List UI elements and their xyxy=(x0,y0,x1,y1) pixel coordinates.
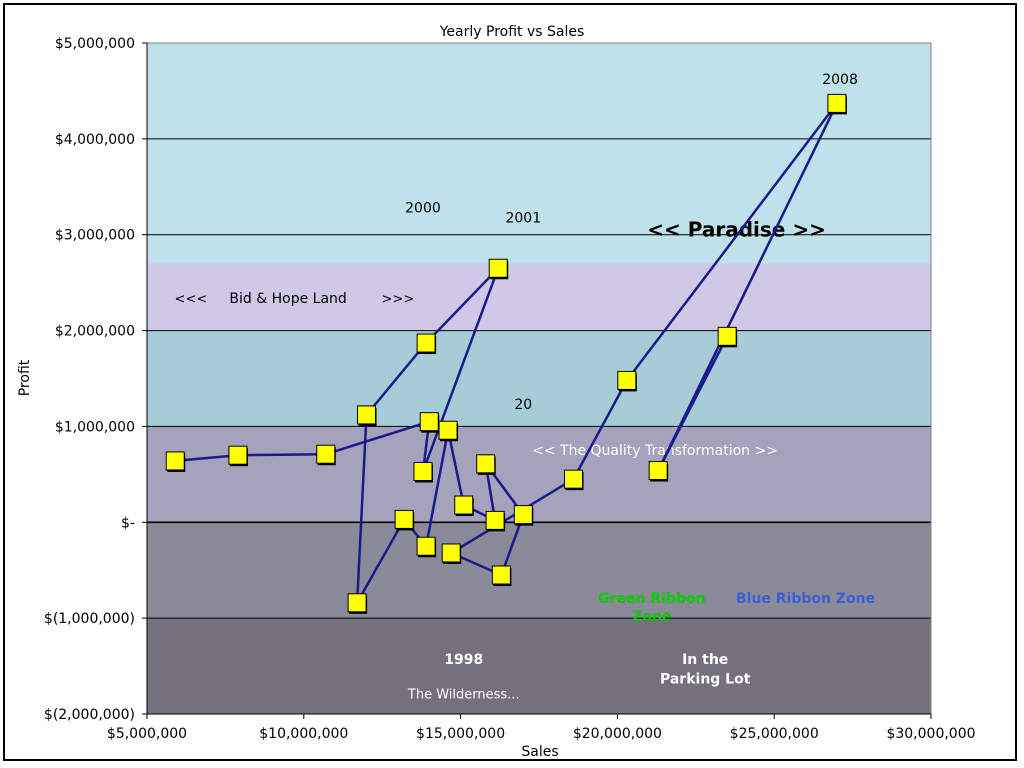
annotation-label: Zone xyxy=(632,609,671,625)
data-point xyxy=(416,333,436,353)
x-axis-label: Sales xyxy=(521,744,558,760)
annotation-label: << Paradise >> xyxy=(647,218,826,242)
annotation-label: In the xyxy=(682,652,728,668)
data-point xyxy=(228,445,248,465)
annotations: 2008 2000 2001 << Paradise >> <<< Bid & Hope … xyxy=(175,72,876,702)
data-point xyxy=(488,258,508,278)
y-tick-label: $5,000,000 xyxy=(55,36,135,52)
data-point xyxy=(617,370,637,390)
y-tick-label: $1,000,000 xyxy=(55,419,135,435)
data-point xyxy=(827,93,847,113)
x-tick-label: $5,000,000 xyxy=(107,726,187,742)
data-point xyxy=(441,543,461,563)
band-1 xyxy=(147,263,931,331)
data-point xyxy=(513,505,533,525)
data-point xyxy=(419,412,439,432)
x-tick-label: $20,000,000 xyxy=(573,726,662,742)
data-point xyxy=(491,565,511,585)
data-point xyxy=(165,451,185,471)
y-tick-label: $(2,000,000) xyxy=(44,707,135,723)
y-tick-label: $3,000,000 xyxy=(55,228,135,244)
band-2 xyxy=(147,330,931,427)
data-point xyxy=(347,593,367,613)
data-point xyxy=(563,469,583,489)
y-tick-label: $4,000,000 xyxy=(55,132,135,148)
annotation-label: << The Quality Transformation >> xyxy=(532,443,778,459)
annotation-label: <<< xyxy=(175,292,208,307)
data-point xyxy=(485,510,505,530)
annotation-label: The Wilderness... xyxy=(407,688,520,703)
x-tick-label: $10,000,000 xyxy=(259,726,348,742)
data-point xyxy=(394,509,414,529)
data-point xyxy=(438,420,458,440)
annotation-label: Parking Lot xyxy=(660,671,751,687)
band-5 xyxy=(147,618,931,714)
y-tick-label: $2,000,000 xyxy=(55,324,135,340)
data-point xyxy=(416,536,436,556)
data-point xyxy=(648,461,668,481)
annotation-label: 1998 xyxy=(444,652,483,668)
band-3 xyxy=(147,426,931,523)
band-4 xyxy=(147,522,931,619)
axes: $5,000,000 $4,000,000 $3,000,000 $2,000,000… xyxy=(44,36,976,742)
annotation-label: Blue Ribbon Zone xyxy=(736,591,875,607)
annotation-label: 2000 xyxy=(405,201,441,217)
annotation-label: 2001 xyxy=(505,210,541,226)
chart-title: Yearly Profit vs Sales xyxy=(439,24,585,40)
annotation-label: 2008 xyxy=(822,72,858,88)
x-tick-label: $15,000,000 xyxy=(416,726,505,742)
background-bands xyxy=(147,43,931,714)
data-point xyxy=(717,326,737,346)
y-tick-label: $- xyxy=(121,515,135,531)
y-axis-label: Profit xyxy=(17,359,33,396)
data-point xyxy=(357,405,377,425)
data-point xyxy=(413,461,433,481)
annotation-label: 20 xyxy=(514,397,532,413)
y-tick-label: $(1,000,000) xyxy=(44,611,135,627)
x-tick-label: $30,000,000 xyxy=(886,726,975,742)
x-tick-label: $25,000,000 xyxy=(730,726,819,742)
gridlines xyxy=(147,138,931,619)
annotation-label: Bid & Hope Land xyxy=(229,291,346,307)
annotation-label: Green Ribbon xyxy=(598,591,705,607)
annotation-label: >>> xyxy=(382,292,415,307)
series-layer xyxy=(165,93,847,614)
data-point xyxy=(476,454,496,474)
data-point xyxy=(316,444,336,464)
data-point xyxy=(454,495,474,515)
